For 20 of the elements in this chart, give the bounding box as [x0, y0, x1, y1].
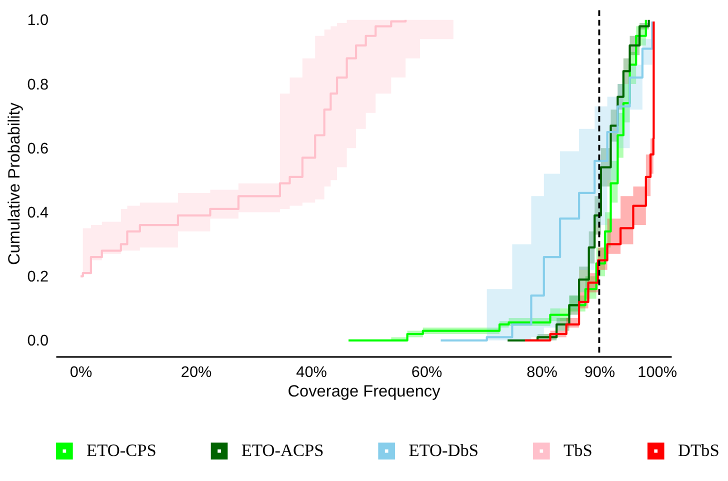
y-tick-label: 0.0 — [27, 332, 49, 350]
x-tick-label: 100% — [638, 364, 678, 382]
x-tick-label: 90% — [584, 364, 616, 382]
y-tick-label: 0.2 — [27, 268, 49, 286]
x-tick-label: 60% — [411, 364, 443, 382]
x-tick-label: 20% — [180, 364, 212, 382]
y-tick-label: 0.6 — [27, 140, 49, 158]
legend-label: ETO-DbS — [408, 440, 479, 460]
y-axis-title: Cumulative Probability — [5, 102, 24, 266]
y-tick-label: 0.4 — [27, 204, 50, 222]
legend-label: ETO-ACPS — [241, 440, 324, 460]
x-axis-title: Coverage Frequency — [288, 382, 442, 400]
legend-label: ETO-CPS — [86, 440, 156, 460]
legend-label: TbS — [564, 440, 592, 460]
y-tick-label: 1.0 — [27, 12, 49, 30]
x-tick-label: 0% — [70, 364, 92, 382]
x-tick-label: 80% — [526, 364, 558, 382]
x-tick-label: 40% — [296, 364, 328, 382]
legend-label: DTbS — [678, 440, 720, 460]
y-tick-label: 0.8 — [27, 76, 49, 94]
